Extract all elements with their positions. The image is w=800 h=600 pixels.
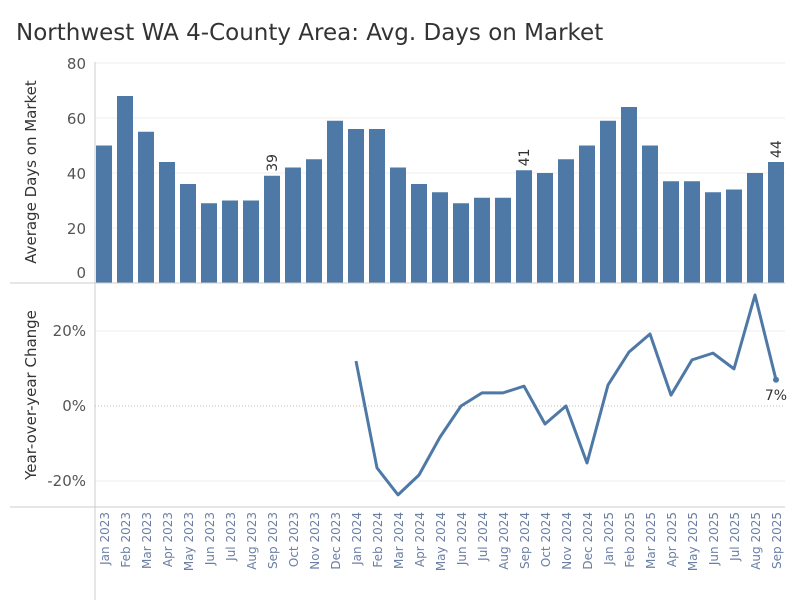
bar-Dec-2023: [327, 120, 343, 283]
x-tick-label: May 2024: [434, 512, 448, 571]
bar-Jul-2025: [726, 189, 742, 283]
bar-Apr-2024: [411, 184, 427, 283]
x-tick-label: Jun 2023: [203, 512, 217, 566]
x-tick-label: Sep 2023: [266, 512, 280, 569]
bar-data-label: 41: [517, 148, 533, 166]
bar-Sep-2025: [768, 162, 784, 283]
x-tick-label: Nov 2024: [560, 512, 574, 570]
bar-Jun-2025: [705, 192, 721, 283]
bar-Feb-2025: [621, 107, 637, 283]
x-tick-label: Aug 2023: [245, 512, 259, 570]
x-tick-label: Jan 2024: [350, 512, 364, 566]
x-tick-label: Mar 2025: [644, 512, 658, 569]
bar-Feb-2024: [369, 129, 385, 283]
bar-Aug-2025: [747, 173, 763, 283]
y-tick-label: 80: [67, 55, 86, 73]
x-tick-label: Jun 2024: [455, 512, 469, 566]
x-tick-label: May 2023: [182, 512, 196, 571]
bar-Sep-2024: [516, 170, 532, 283]
bar-Aug-2024: [495, 197, 511, 283]
line-point: [773, 376, 779, 383]
x-tick-label: Aug 2025: [749, 512, 763, 570]
bar-Dec-2024: [579, 145, 595, 283]
x-tick-label: Nov 2023: [308, 512, 322, 570]
y-tick-label: -20%: [47, 472, 86, 490]
y-axis-title: Average Days on Market: [22, 80, 40, 264]
x-tick-label: Feb 2024: [371, 512, 385, 568]
bar-Oct-2023: [285, 167, 301, 283]
x-tick-label: Feb 2025: [623, 512, 637, 568]
x-tick-label: Oct 2023: [287, 512, 301, 567]
y-axis-title: Year-over-year Change: [22, 310, 40, 481]
bar-data-label: 44: [769, 140, 785, 158]
y-tick-label: 0%: [62, 397, 86, 415]
bar-Sep-2023: [264, 175, 280, 283]
x-tick-label: Dec 2024: [581, 512, 595, 570]
y-tick-label: 60: [67, 110, 86, 128]
x-tick-label: Jun 2025: [707, 512, 721, 566]
bar-Jan-2023: [96, 145, 112, 283]
x-tick-label: Apr 2023: [161, 512, 175, 567]
x-tick-label: Feb 2023: [119, 512, 133, 568]
bar-Jun-2023: [201, 203, 217, 283]
bar-May-2025: [684, 181, 700, 283]
bar-Jun-2024: [453, 203, 469, 283]
x-tick-label: Sep 2025: [770, 512, 784, 569]
bar-Nov-2023: [306, 159, 322, 283]
bar-Nov-2024: [558, 159, 574, 283]
bar-Feb-2023: [117, 96, 133, 283]
x-tick-label: May 2025: [686, 512, 700, 571]
bar-Mar-2024: [390, 167, 406, 283]
y-tick-label: 0: [76, 264, 86, 282]
x-tick-label: Jan 2023: [98, 512, 112, 566]
x-tick-label: Aug 2024: [497, 512, 511, 570]
bar-Jan-2024: [348, 129, 364, 283]
bar-May-2023: [180, 184, 196, 283]
x-tick-label: Jul 2025: [728, 512, 742, 562]
bar-data-label: 39: [265, 154, 281, 172]
bar-May-2024: [432, 192, 448, 283]
y-tick-label: 20: [67, 220, 86, 238]
x-tick-label: Apr 2024: [413, 512, 427, 567]
bar-Jan-2025: [600, 120, 616, 283]
yoy-line: [354, 293, 778, 497]
chart-title: Northwest WA 4-County Area: Avg. Days on…: [16, 20, 604, 46]
x-tick-label: Sep 2024: [518, 512, 532, 569]
x-tick-label: Mar 2023: [140, 512, 154, 569]
bar-Jul-2024: [474, 197, 490, 283]
bar-Mar-2025: [642, 145, 658, 283]
x-tick-label: Jul 2023: [224, 512, 238, 562]
x-tick-label: Oct 2024: [539, 512, 553, 567]
x-tick-label: Apr 2025: [665, 512, 679, 567]
bar-Aug-2023: [243, 200, 259, 283]
bar-Oct-2024: [537, 173, 553, 283]
x-tick-label: Jul 2024: [476, 512, 490, 562]
bar-Jul-2023: [222, 200, 238, 283]
x-tick-label: Mar 2024: [392, 512, 406, 569]
y-tick-label: 40: [67, 165, 86, 183]
y-tick-label: 20%: [53, 322, 86, 340]
bar-Apr-2025: [663, 181, 679, 283]
bar-Apr-2023: [159, 162, 175, 283]
line-data-label: 7%: [765, 388, 787, 404]
x-tick-label: Jan 2025: [602, 512, 616, 566]
x-tick-label: Dec 2023: [329, 512, 343, 570]
bar-Mar-2023: [138, 131, 154, 283]
